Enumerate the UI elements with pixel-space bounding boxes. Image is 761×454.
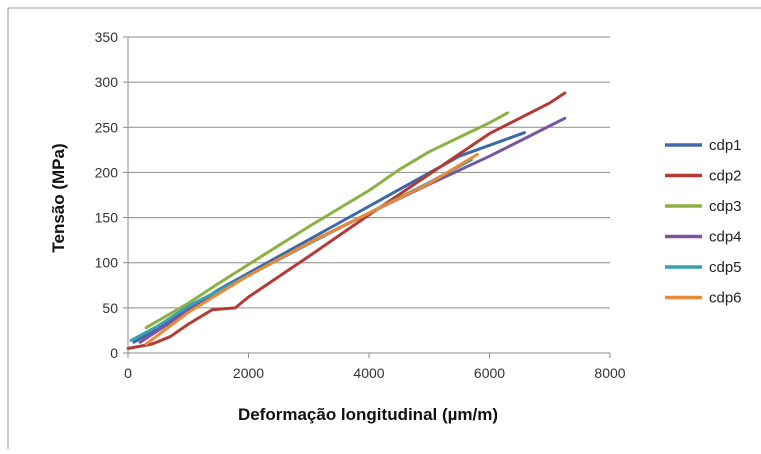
y-tick-label-250: 250	[95, 119, 119, 135]
series-line-cdp2	[126, 91, 567, 350]
y-tick-label-0: 0	[110, 345, 118, 361]
axes	[123, 36, 611, 358]
x-tick-labels: 0 2000 4000 6000 8000	[124, 365, 626, 381]
y-tick-label-150: 150	[95, 210, 119, 226]
y-tick-label-200: 200	[95, 164, 119, 180]
y-tick-label-100: 100	[95, 255, 119, 271]
y-axis-title: Tensão (MPa)	[49, 143, 68, 252]
y-tick-labels: 0 50 100 150 200 250 300 350	[95, 29, 119, 361]
legend-label-cdp1: cdp1	[709, 137, 742, 154]
x-tick-label-8000: 8000	[594, 365, 625, 381]
legend-label-cdp3: cdp3	[709, 198, 742, 215]
legend-label-cdp5: cdp5	[709, 259, 742, 276]
x-axis-title: Deformação longitudinal (µm/m)	[238, 405, 498, 424]
x-tick-label-4000: 4000	[353, 365, 384, 381]
series-line-cdp4	[138, 116, 567, 344]
y-tick-label-50: 50	[102, 300, 118, 316]
y-tick-label-300: 300	[95, 74, 119, 90]
legend: cdp1 cdp2 cdp3 cdp4 cdp5 cdp6	[665, 137, 742, 307]
x-tick-label-2000: 2000	[233, 365, 264, 381]
x-tick-label-6000: 6000	[474, 365, 505, 381]
legend-label-cdp6: cdp6	[709, 290, 742, 307]
legend-label-cdp4: cdp4	[709, 229, 742, 246]
y-tick-label-350: 350	[95, 29, 119, 45]
x-tick-label-0: 0	[124, 365, 132, 381]
series-line-cdp3	[144, 111, 510, 330]
series-lines	[126, 91, 567, 350]
legend-label-cdp2: cdp2	[709, 168, 742, 185]
grid-lines	[128, 36, 610, 309]
series-line-cdp6	[144, 152, 479, 346]
